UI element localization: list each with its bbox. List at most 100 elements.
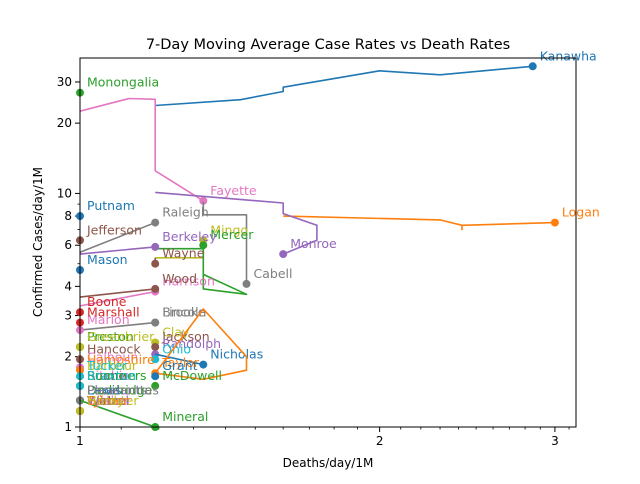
series-label: Mineral	[162, 409, 208, 424]
series-label: McDowell	[162, 368, 222, 383]
series-label: Greenbrier	[87, 329, 155, 344]
series-line	[155, 65, 533, 107]
series-end-point	[528, 62, 537, 71]
series-label: Pocahontas	[87, 382, 159, 397]
series-label: Taylor	[161, 355, 200, 370]
series-line	[155, 353, 204, 366]
y-tick-label: 4	[64, 279, 72, 293]
series-line	[154, 308, 248, 381]
chart-title: 7-Day Moving Average Case Rates vs Death…	[146, 37, 510, 53]
series-label: Braxton	[87, 368, 136, 383]
series-label: Monongalia	[87, 75, 159, 90]
series-label: Wayne	[162, 246, 205, 261]
series-end-point	[199, 241, 208, 250]
series-label: Lewis	[87, 382, 122, 397]
series-label: Ohio	[162, 341, 191, 356]
series-label: Nicholas	[210, 347, 263, 362]
series-label: Fayette	[210, 183, 257, 198]
y-tick-label: 1	[64, 420, 72, 434]
y-tick-label: 20	[57, 116, 72, 130]
axes: 1 2 3 1 2 3 4 6 8 10 20 30	[57, 75, 570, 448]
series-label: Gilmer	[87, 393, 129, 408]
series-label: Roane	[87, 368, 126, 383]
x-tick-label: 1	[76, 434, 84, 448]
series-label: Webster	[87, 393, 139, 408]
y-axis-label: Confirmed Cases/day/1M	[31, 167, 45, 317]
y-tick-label: 2	[64, 350, 72, 364]
series-label: Jefferson	[86, 222, 142, 237]
series-label: Cabell	[254, 266, 293, 281]
series-end-point	[151, 355, 160, 364]
series-line	[202, 201, 248, 284]
series-end-point	[151, 381, 160, 390]
series-line	[79, 288, 156, 298]
series-end-point	[279, 250, 288, 259]
series-label: Lincoln	[162, 305, 206, 320]
series-label: Marshall	[87, 305, 140, 320]
series-line	[79, 221, 156, 253]
series-label: Kanawha	[540, 48, 597, 63]
series-end-point	[550, 218, 559, 227]
series-label: Summers	[87, 368, 147, 383]
x-tick-label: 2	[376, 434, 384, 448]
series-end-point	[199, 196, 208, 205]
series-label: Harrison	[162, 274, 215, 289]
series-label: Hardy	[87, 393, 125, 408]
series-label: Ritchie	[87, 368, 130, 383]
series-label: Raleigh	[162, 205, 209, 220]
series-label: Upshur	[87, 393, 132, 408]
series-label: Mingo	[210, 222, 248, 237]
series-end-point	[199, 360, 208, 369]
series-label: Pleasants	[87, 382, 147, 397]
y-tick-label: 6	[64, 238, 72, 252]
series-end-point	[151, 284, 160, 293]
series-label: Tucker	[86, 358, 128, 373]
series-end-point	[151, 259, 160, 268]
y-tick-label: 3	[64, 309, 72, 323]
series-line	[79, 246, 156, 255]
series-label: Marion	[87, 312, 130, 327]
series-line	[79, 97, 204, 202]
series-label: Hampshire	[87, 352, 155, 367]
series-label: Mercer	[210, 227, 254, 242]
series-line	[79, 321, 156, 331]
series-label: Monroe	[290, 236, 337, 251]
series-label: Hancock	[87, 341, 141, 356]
series-label: Grant	[162, 358, 197, 373]
series-label: Jackson	[161, 329, 210, 344]
series-label: Calhoun	[87, 349, 138, 364]
series-end-point	[151, 218, 160, 227]
series-end-point	[151, 372, 160, 381]
series-line	[155, 191, 318, 255]
series-label: Doddridge	[87, 382, 153, 397]
series-layer: Kanawha Logan Monongalia Fayette Cabell Monro…	[76, 48, 600, 431]
x-tick-label: 3	[551, 434, 559, 448]
series-line	[155, 245, 248, 296]
series-label: Tyler	[86, 393, 117, 408]
series-label: Barbour	[87, 358, 138, 373]
series-label: Randolph	[162, 336, 221, 351]
series-label: Wood	[162, 271, 197, 286]
series-label: Wetzel	[87, 393, 129, 408]
x-axis-label: Deaths/day/1M	[283, 456, 374, 470]
y-tick-label: 10	[57, 186, 72, 200]
series-label: Preston	[87, 329, 134, 344]
y-tick-label: 8	[64, 209, 72, 223]
series-end-point	[151, 242, 160, 251]
series-label: Mason	[87, 252, 128, 267]
series-label: Logan	[562, 205, 600, 220]
series-line	[79, 290, 156, 307]
series-label: Brooke	[162, 305, 206, 320]
series-end-point	[242, 279, 251, 288]
series-end-point	[151, 318, 160, 327]
y-tick-label: 30	[57, 75, 72, 89]
series-label: Berkeley	[162, 229, 217, 244]
series-label: Putnam	[87, 198, 135, 213]
series-label: Wirt	[87, 393, 113, 408]
series-label: Boone	[87, 294, 127, 309]
series-line	[79, 399, 156, 428]
series-line	[283, 215, 555, 231]
